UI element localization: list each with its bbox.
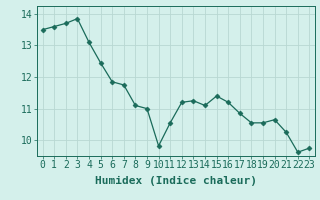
X-axis label: Humidex (Indice chaleur): Humidex (Indice chaleur) <box>95 176 257 186</box>
